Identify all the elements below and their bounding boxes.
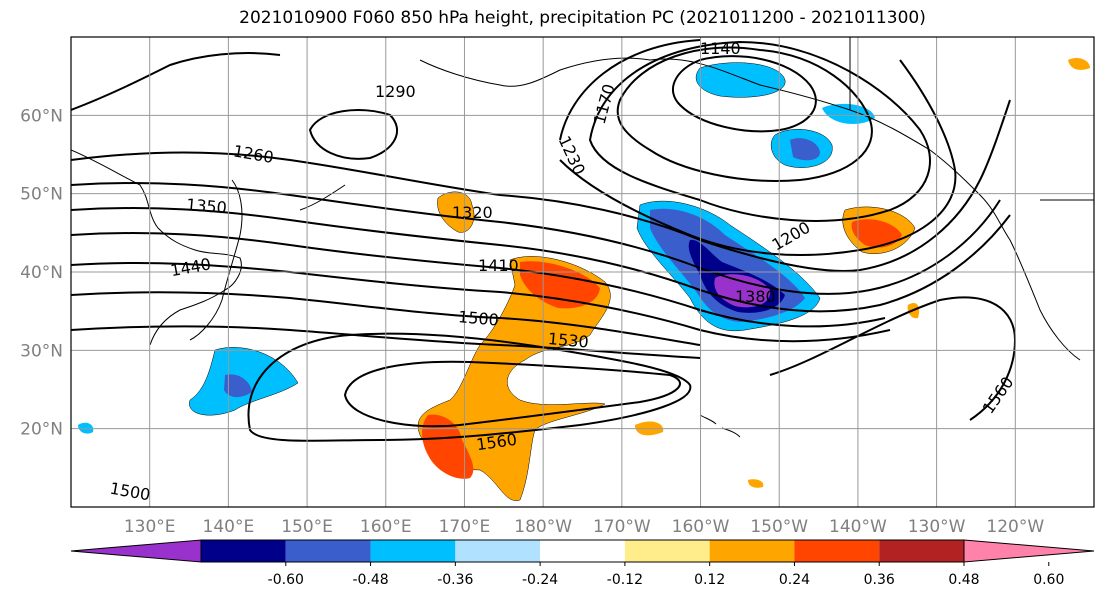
longitude-label: 140°E [203,517,255,537]
colorbar-segment [201,540,286,562]
contour-1320 [71,207,1011,313]
latitude-label: 40°N [20,263,63,283]
graticule [71,37,1094,507]
map-frame [70,36,1095,508]
contour-1230-closed [308,109,399,160]
colorbar-tick-label: 0.60 [1033,572,1064,588]
colorbar-extend-high [963,539,1095,563]
latitude-label: 60°N [20,106,63,126]
shade-west-pacific-negative-core [224,374,252,398]
contour-1530 [247,332,692,442]
contour-1230 [559,39,957,256]
shade-subtropical-positive-south [422,414,474,479]
colorbar-tick-label: -0.48 [352,572,388,588]
contour-1170 [616,46,873,182]
colorbar-outline [200,539,965,563]
contour-label: 1410 [478,256,519,275]
contour-1440 [71,291,701,346]
colorbar-segment [624,540,710,562]
longitude-label: 160°E [360,517,412,537]
contour-label: 1290 [375,82,416,101]
longitude-label: 130°E [124,517,176,537]
contour-1560-east [769,296,1017,421]
coast-japan [189,179,243,341]
contour-1260 [71,99,1011,272]
coast-asia [71,149,242,346]
contour-1560-west [343,360,682,428]
colorbar-tick-label: -0.12 [607,572,643,588]
longitude-label: 150°W [750,517,808,537]
colorbar-segment [540,540,625,562]
contour-1200 [588,40,931,222]
colorbar-tick-label: -0.60 [268,572,304,588]
contour-label: 1320 [452,203,493,222]
contour-1500 [71,325,701,359]
contour-label: 1500 [457,307,499,329]
latitude-label: 20°N [20,420,63,440]
colorbar-segment [879,540,964,562]
colorbar-tick-label: -0.36 [437,572,473,588]
contour-1410 [71,261,891,343]
contour-label: 1530 [547,329,589,351]
shade-east-pacific-positive-core [851,219,902,248]
colorbar-tick-label: 0.12 [694,572,725,588]
contour-1260-north [71,52,281,111]
longitude-labels: 130°E 140°E 150°E 160°E 170°E 180°W 170°W 160°W… [124,517,1045,537]
colorbar-segment [285,540,371,562]
shade-subtropical-positive [417,256,611,501]
longitude-label: 180°W [514,517,572,537]
longitude-label: 160°W [672,517,730,537]
colorbar-segment [709,540,795,562]
shade-small-positive [748,479,764,488]
colorbar-tick-label: 0.36 [864,572,895,588]
contour-1290 [71,182,1001,295]
colorbar-extend-low [70,539,202,563]
contour-label: 1380 [735,287,776,306]
colorbar-segment [794,540,880,562]
coastlines [71,37,1094,438]
contour-label: 1350 [185,195,227,217]
colorbar: -0.60 -0.48 -0.36 -0.24 -0.12 0.12 0.24 0.36 0.4… [70,539,1095,588]
longitude-label: 140°W [829,517,887,537]
longitude-label: 170°E [439,517,491,537]
shade-bering-negative [695,62,786,98]
colorbar-tick-label: 0.48 [948,572,979,588]
longitude-label: 150°E [281,517,333,537]
shade-alaska-negative-core [790,138,820,161]
map-title: 2021010900 F060 850 hPa height, precipit… [239,8,926,28]
latitude-label: 50°N [20,185,63,205]
latitude-labels: 60°N 50°N 40°N 30°N 20°N [20,106,63,439]
colorbar-tick-label: -0.24 [522,572,558,588]
colorbar-segment [370,540,456,562]
longitude-label: 170°W [593,517,651,537]
longitude-label: 130°W [908,517,966,537]
contour-1140 [671,55,817,133]
height-contours [71,39,1017,442]
colorbar-segment [455,540,541,562]
contour-label: 1140 [700,39,741,58]
coast-north-america [419,57,1081,361]
shade-gulf-negative [822,103,875,124]
contour-1350 [71,232,886,328]
latitude-label: 30°N [20,341,63,361]
longitude-label: 120°W [986,517,1044,537]
shade-canada-positive [1068,57,1090,70]
colorbar-tick-label: 0.24 [779,572,810,588]
